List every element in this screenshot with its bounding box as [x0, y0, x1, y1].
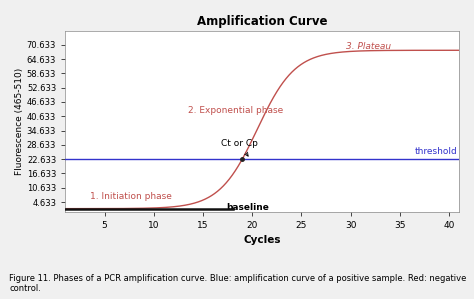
Text: 3. Plateau: 3. Plateau — [346, 42, 391, 51]
Text: Ct or Cp: Ct or Cp — [221, 139, 257, 156]
Text: threshold: threshold — [414, 147, 457, 156]
Y-axis label: Fluorescence (465-510): Fluorescence (465-510) — [15, 68, 24, 175]
Text: 2. Exponential phase: 2. Exponential phase — [188, 106, 283, 115]
Text: Figure 11. Phases of a PCR amplification curve. Blue: amplification curve of a p: Figure 11. Phases of a PCR amplification… — [9, 274, 467, 293]
Text: baseline: baseline — [226, 203, 269, 212]
Title: Amplification Curve: Amplification Curve — [197, 15, 328, 28]
Text: 1. Initiation phase: 1. Initiation phase — [90, 192, 172, 201]
X-axis label: Cycles: Cycles — [243, 235, 281, 245]
